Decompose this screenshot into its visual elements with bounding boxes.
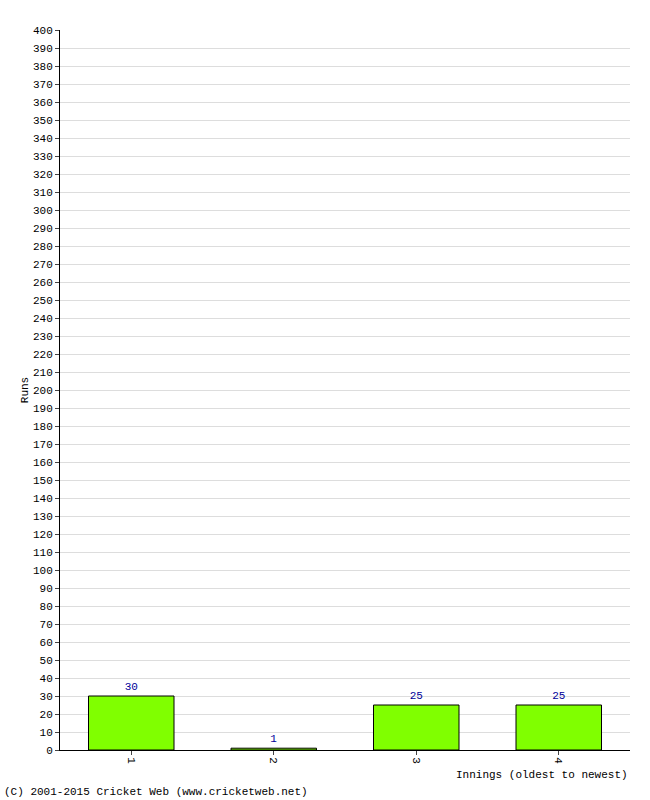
- svg-text:150: 150: [33, 475, 53, 487]
- svg-text:320: 320: [33, 169, 53, 181]
- svg-text:50: 50: [40, 655, 53, 667]
- svg-text:110: 110: [33, 547, 53, 559]
- svg-text:360: 360: [33, 97, 53, 109]
- svg-text:2: 2: [267, 757, 279, 764]
- svg-text:230: 230: [33, 331, 53, 343]
- svg-text:Innings (oldest to newest): Innings (oldest to newest): [456, 769, 628, 781]
- svg-text:10: 10: [40, 727, 53, 739]
- svg-text:280: 280: [33, 241, 53, 253]
- svg-text:380: 380: [33, 61, 53, 73]
- svg-text:1: 1: [125, 757, 137, 764]
- svg-text:90: 90: [40, 583, 53, 595]
- svg-text:130: 130: [33, 511, 53, 523]
- svg-text:30: 30: [40, 691, 53, 703]
- svg-text:0: 0: [46, 745, 53, 757]
- svg-text:210: 210: [33, 367, 53, 379]
- svg-text:170: 170: [33, 439, 53, 451]
- svg-text:1: 1: [270, 733, 277, 745]
- svg-text:160: 160: [33, 457, 53, 469]
- svg-text:120: 120: [33, 529, 53, 541]
- svg-text:260: 260: [33, 277, 53, 289]
- svg-text:100: 100: [33, 565, 53, 577]
- svg-text:70: 70: [40, 619, 53, 631]
- svg-text:190: 190: [33, 403, 53, 415]
- svg-text:20: 20: [40, 709, 53, 721]
- svg-text:390: 390: [33, 43, 53, 55]
- svg-text:220: 220: [33, 349, 53, 361]
- svg-text:40: 40: [40, 673, 53, 685]
- svg-text:350: 350: [33, 115, 53, 127]
- svg-text:270: 270: [33, 259, 53, 271]
- svg-text:3: 3: [410, 757, 422, 764]
- svg-text:80: 80: [40, 601, 53, 613]
- svg-text:200: 200: [33, 385, 53, 397]
- svg-text:4: 4: [552, 757, 564, 764]
- svg-text:370: 370: [33, 79, 53, 91]
- svg-text:290: 290: [33, 223, 53, 235]
- svg-text:300: 300: [33, 205, 53, 217]
- svg-text:330: 330: [33, 151, 53, 163]
- svg-text:250: 250: [33, 295, 53, 307]
- svg-text:Runs: Runs: [19, 377, 31, 403]
- svg-text:140: 140: [33, 493, 53, 505]
- svg-text:30: 30: [125, 681, 138, 693]
- svg-text:60: 60: [40, 637, 53, 649]
- svg-text:25: 25: [552, 690, 565, 702]
- svg-text:400: 400: [33, 25, 53, 37]
- svg-text:180: 180: [33, 421, 53, 433]
- svg-text:(C) 2001-2015 Cricket Web (www: (C) 2001-2015 Cricket Web (www.cricketwe…: [4, 786, 308, 798]
- svg-text:25: 25: [410, 690, 423, 702]
- svg-text:310: 310: [33, 187, 53, 199]
- svg-text:340: 340: [33, 133, 53, 145]
- svg-text:240: 240: [33, 313, 53, 325]
